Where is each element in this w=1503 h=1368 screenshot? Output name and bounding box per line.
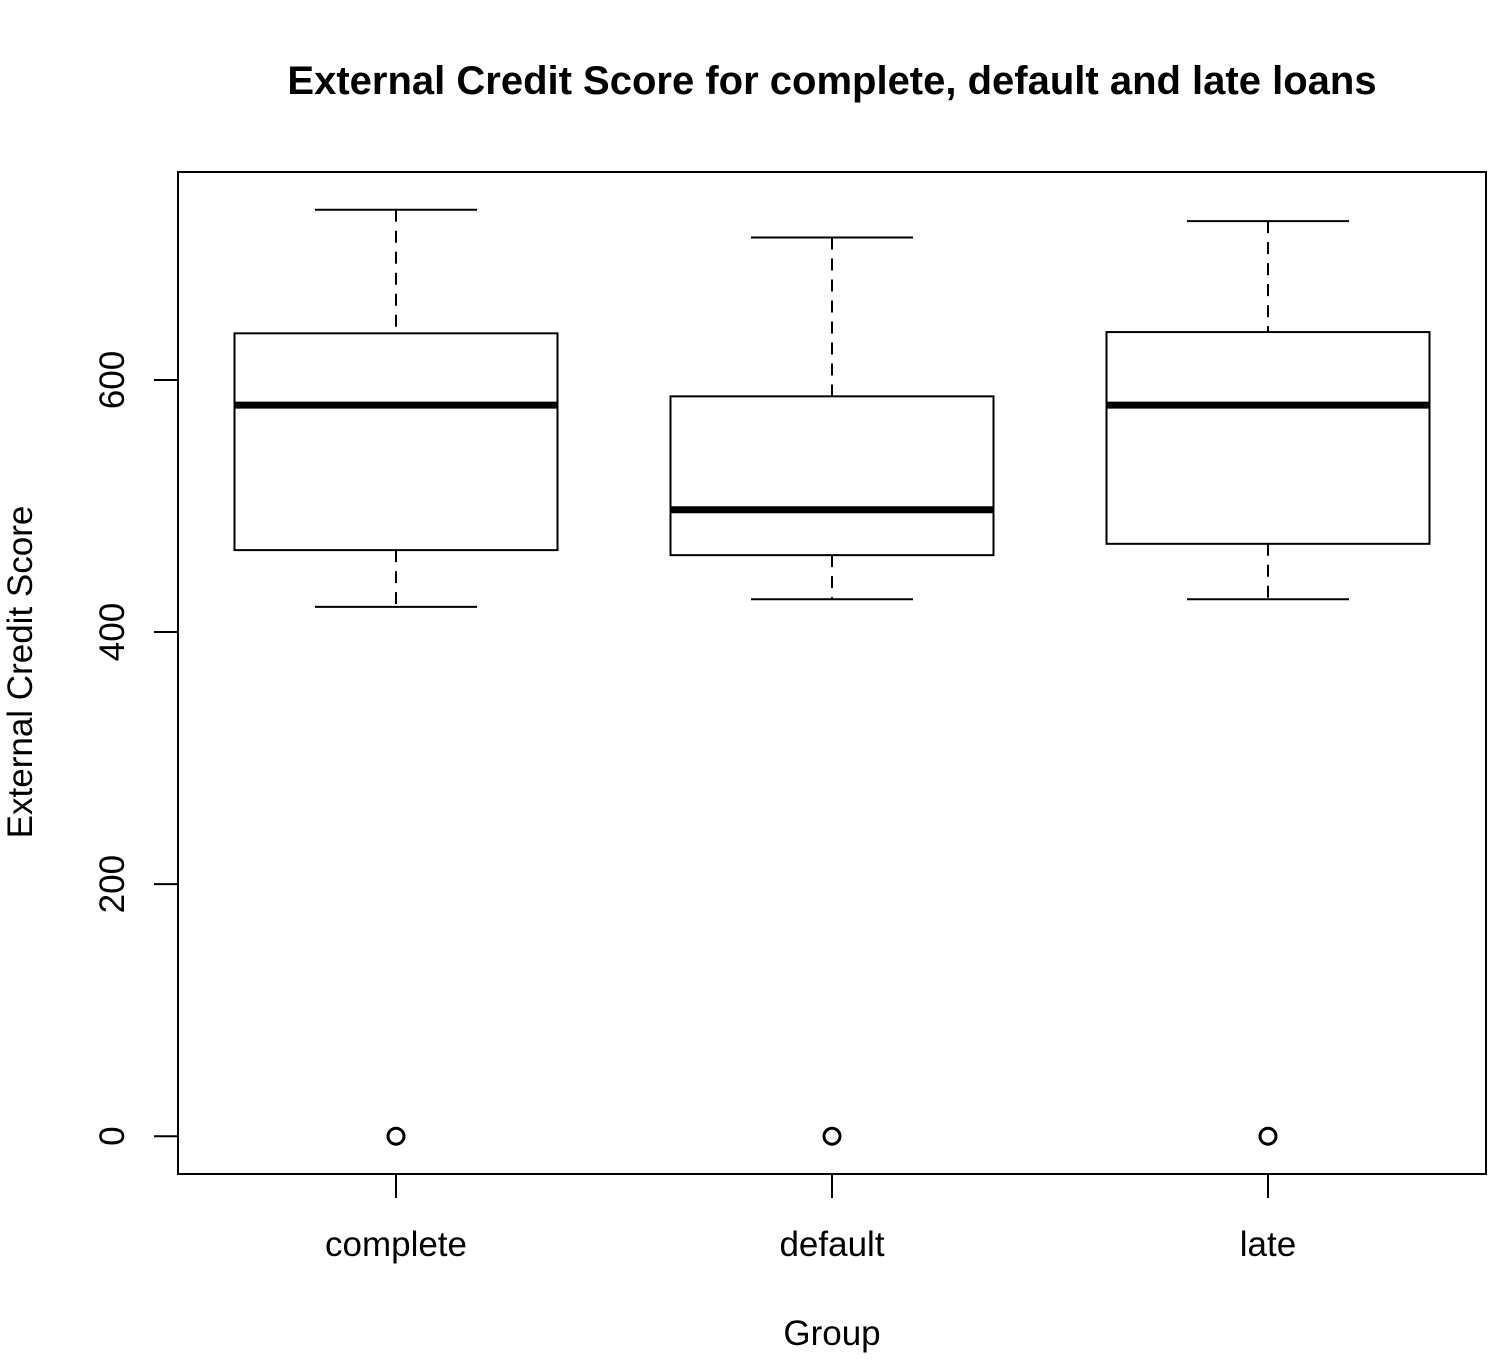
iqr-box (233, 332, 559, 552)
x-axis-label: Group (783, 1314, 880, 1353)
iqr-box (669, 395, 995, 557)
box-group-default (669, 236, 995, 1146)
boxes (233, 208, 1431, 1146)
x-tick-label-complete: complete (325, 1225, 467, 1264)
y-tick-label: 0 (93, 1126, 132, 1145)
outlier-point (386, 1126, 406, 1146)
y-axis: 0 200 400 600 (93, 351, 178, 1146)
iqr-box (1105, 331, 1431, 545)
y-tick-label: 200 (93, 855, 132, 913)
y-tick-label: 400 (93, 603, 132, 661)
box-group-late (1105, 220, 1431, 1146)
chart-title: External Credit Score for complete, defa… (287, 59, 1376, 103)
x-tick-label-late: late (1240, 1225, 1296, 1264)
x-tick-label-default: default (779, 1225, 884, 1264)
y-axis-label: External Credit Score (1, 506, 40, 839)
box-group-complete (233, 208, 559, 1146)
outlier-point (822, 1126, 842, 1146)
outlier-point (1258, 1126, 1278, 1146)
y-tick-label: 600 (93, 351, 132, 409)
x-axis: complete default late (325, 1174, 1296, 1264)
